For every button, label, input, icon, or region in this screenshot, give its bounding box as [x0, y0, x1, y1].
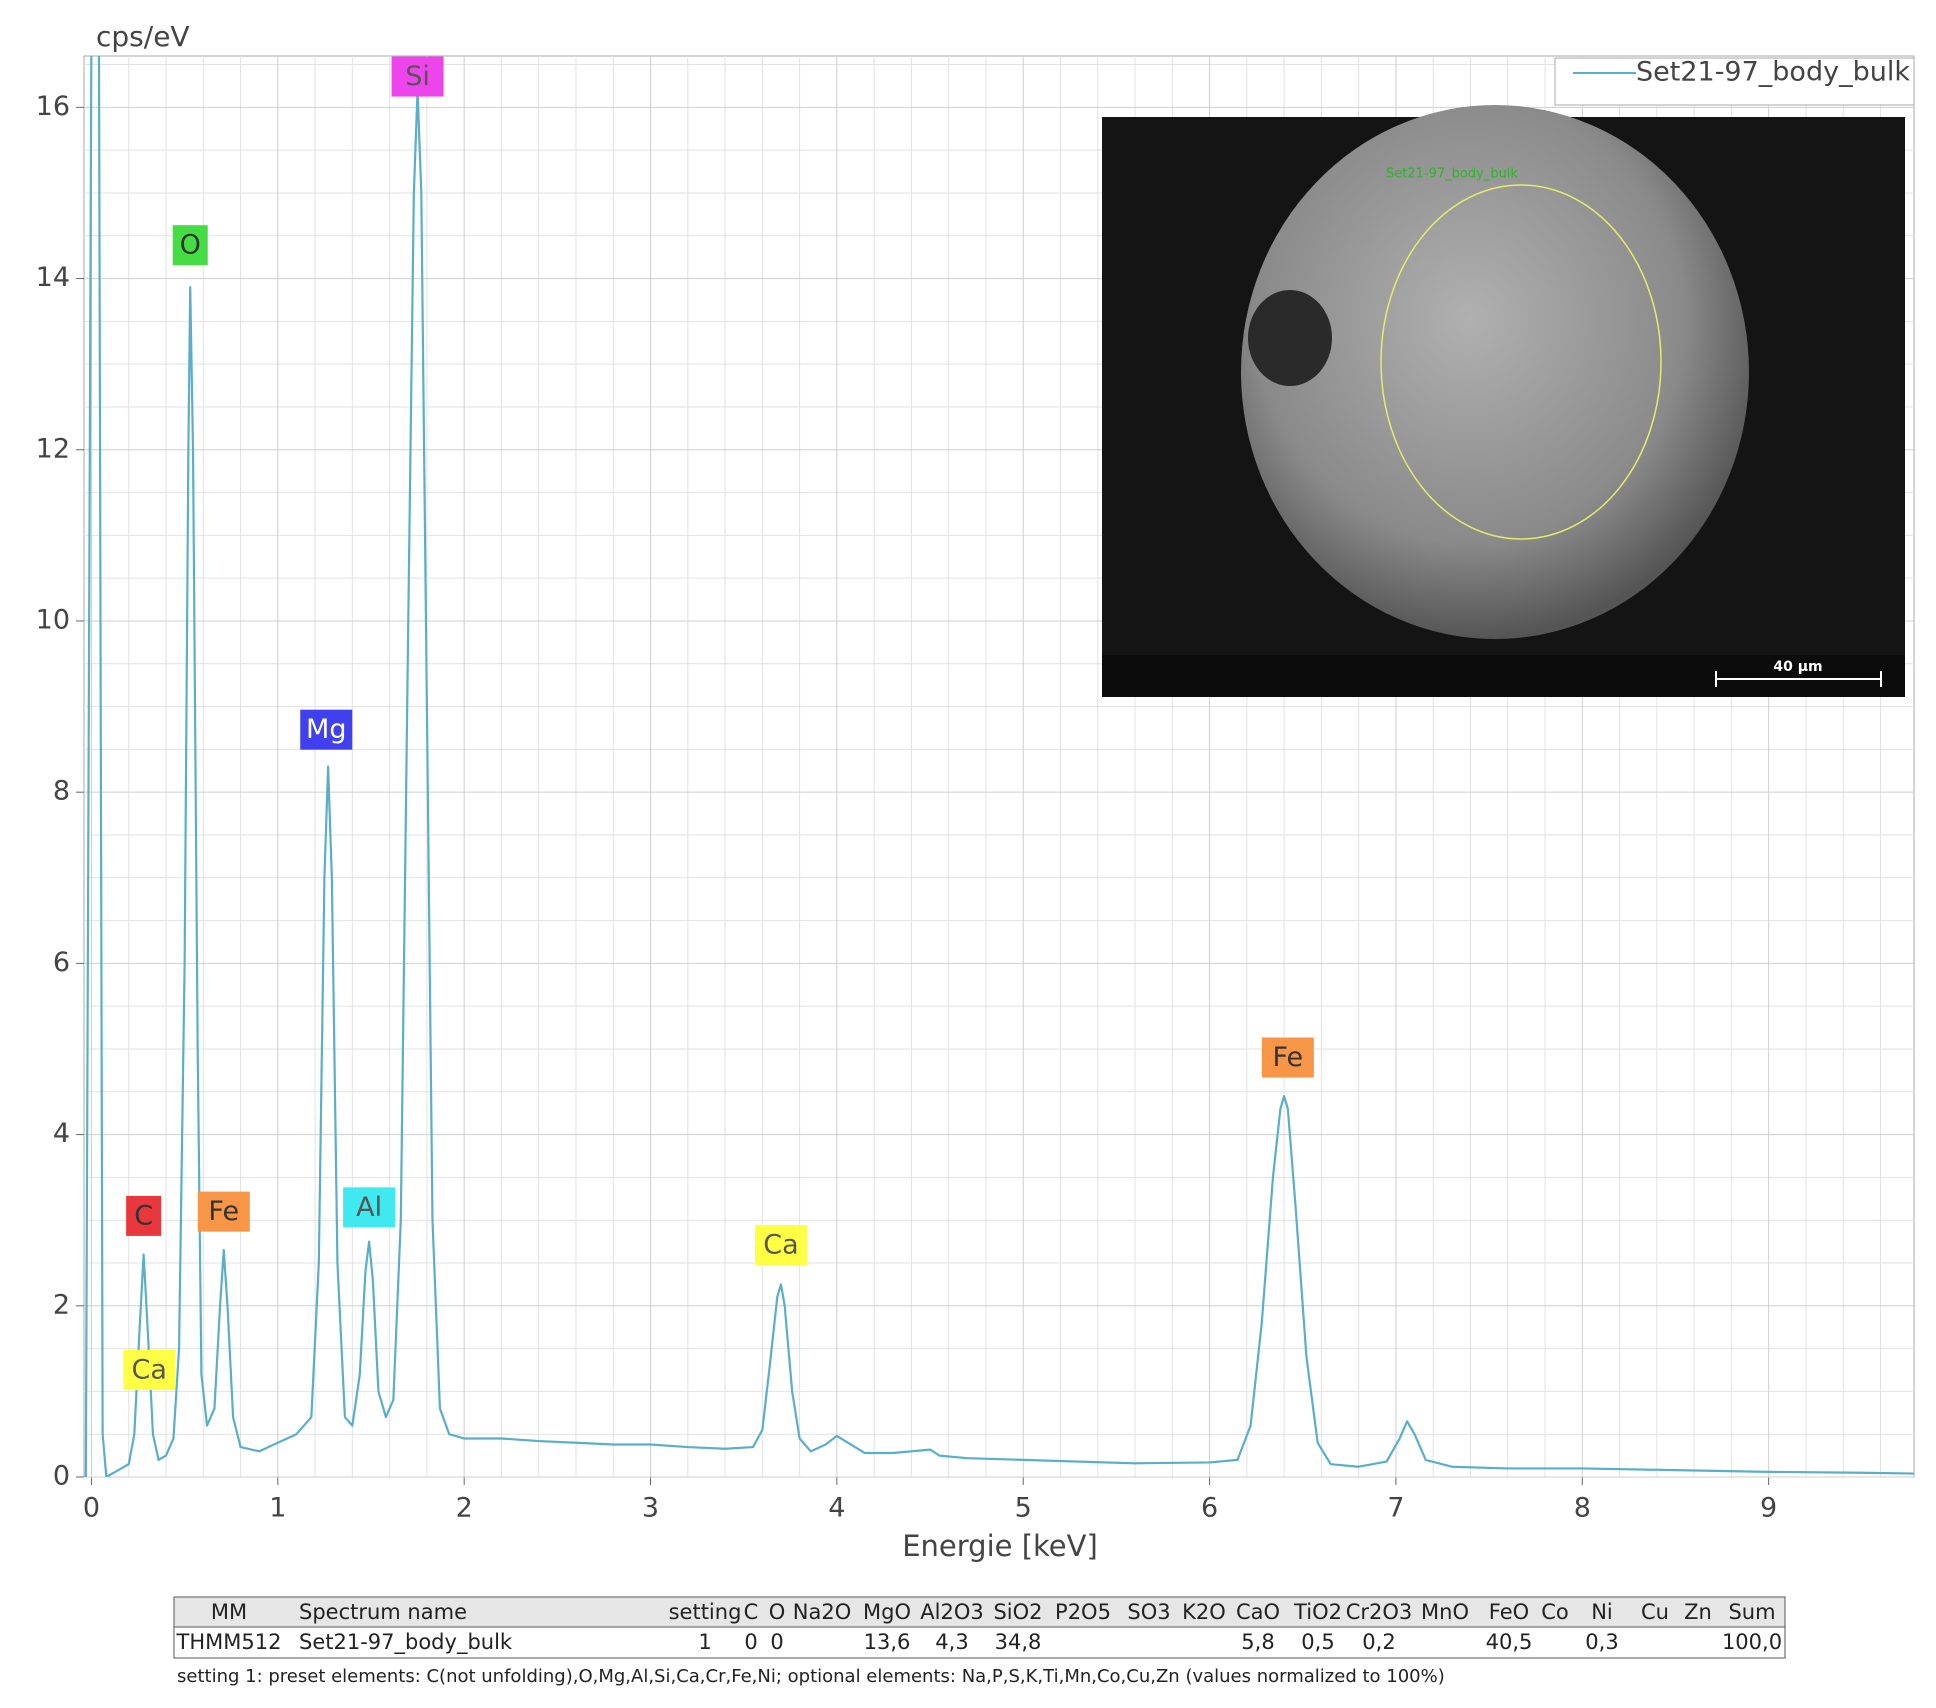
peak-label: O [180, 230, 201, 261]
table-header-cell: Zn [1684, 1600, 1712, 1624]
peak-label: Ca [763, 1230, 798, 1261]
table-cell: 0,5 [1301, 1630, 1334, 1654]
table-header-cell: TiO2 [1293, 1600, 1342, 1624]
table-cell: 34,8 [995, 1630, 1042, 1654]
peak-label-box [172, 225, 208, 266]
peak-label-box [300, 709, 353, 750]
table-cell: 4,3 [935, 1630, 968, 1654]
table-header-cell: Cr2O3 [1346, 1600, 1413, 1624]
table-cell: 0 [770, 1630, 783, 1654]
table-cell: 40,5 [1486, 1630, 1533, 1654]
table-header-cell: C [744, 1600, 759, 1624]
table-cell: 1 [698, 1630, 711, 1654]
peak-label: Mg [306, 714, 346, 745]
peak-label-box [123, 1349, 176, 1390]
x-tick-label: 0 [83, 1493, 100, 1524]
table-header-cell: FeO [1489, 1600, 1529, 1624]
table-header-cell: Al2O3 [920, 1600, 983, 1624]
x-axis-title: Energie [keV] [902, 1529, 1098, 1563]
table-header-cell: SO3 [1127, 1600, 1170, 1624]
peak-label: Al [356, 1192, 382, 1223]
table-header-row [173, 1596, 1786, 1628]
x-tick-label: 9 [1760, 1493, 1777, 1524]
table-cell: 0,2 [1362, 1630, 1395, 1654]
table-header-cell: Co [1541, 1600, 1569, 1624]
table-header-cell: Cu [1641, 1600, 1669, 1624]
table: MM Spectrum name setting C O Na2O MgO Al2O3 SiO2… [173, 1596, 1786, 1659]
x-tick-label: 6 [1201, 1493, 1218, 1524]
table-cell: 5,8 [1241, 1630, 1274, 1654]
table-header-cell: CaO [1236, 1600, 1280, 1624]
y-tick-label: 2 [53, 1289, 70, 1320]
table-row [173, 1626, 1786, 1659]
legend-label: Set21-97_body_bulk [1636, 57, 1910, 88]
table-header-cell: Na2O [793, 1600, 851, 1624]
y-tick-label: 4 [53, 1118, 70, 1149]
inset-info-bar [1102, 655, 1905, 697]
table-header-cell: MM [211, 1600, 247, 1624]
peak-label: Fe [1273, 1042, 1304, 1073]
legend: Set21-97_body_bulk [1554, 57, 1915, 106]
inset-image: 40 µm Set21-97_body_bulk [1102, 105, 1905, 697]
table-header-cell: K2O [1182, 1600, 1226, 1624]
table-header-cell: setting [669, 1600, 742, 1624]
table-cell: Set21-97_body_bulk [299, 1630, 513, 1655]
peak-label-box [1261, 1037, 1314, 1078]
y-axis-title: cps/eV [96, 20, 190, 53]
peak-label-box [754, 1225, 807, 1266]
x-tick-label: 1 [269, 1493, 286, 1524]
table-header-cell: SiO2 [993, 1600, 1042, 1624]
peak-label: Fe [208, 1196, 239, 1227]
table-header-cell: Ni [1591, 1600, 1613, 1624]
x-tick-label: 7 [1387, 1493, 1404, 1524]
y-tick-label: 6 [53, 947, 70, 978]
scale-bar-label: 40 µm [1773, 659, 1822, 675]
table-cell: 13,6 [864, 1630, 911, 1654]
peak-label-box [197, 1191, 250, 1232]
table-header-cell: MgO [863, 1600, 911, 1624]
x-tick-label: 4 [828, 1493, 845, 1524]
x-tick-label: 2 [456, 1493, 473, 1524]
peak-label-box [343, 1187, 396, 1228]
y-tick-label: 12 [36, 433, 70, 464]
table-cell: THMM512 [176, 1630, 282, 1654]
table-cell: 100,0 [1722, 1630, 1782, 1654]
peak-label: C [134, 1200, 153, 1231]
footnote: setting 1: preset elements: C(not unfold… [177, 1666, 1445, 1687]
peak-label: Ca [132, 1354, 167, 1385]
particle-hole [1248, 290, 1332, 386]
x-tick-label: 5 [1015, 1493, 1032, 1524]
analysis-area [1380, 184, 1662, 540]
peak-label-box [126, 1195, 162, 1236]
series [84, 56, 1914, 1477]
table-header-cell: O [769, 1600, 786, 1624]
peak-label: Si [405, 61, 430, 92]
y-tick-label: 8 [53, 776, 70, 807]
peak-label-box [391, 56, 444, 97]
x-tick-label: 3 [642, 1493, 659, 1524]
table-header-cell: P2O5 [1055, 1600, 1111, 1624]
table-cell: 0,3 [1585, 1630, 1618, 1654]
spectrum-line [84, 56, 1914, 1477]
table-header-cell: Spectrum name [299, 1600, 467, 1624]
table-cell: 0 [744, 1630, 757, 1654]
table-header-cell: MnO [1421, 1600, 1469, 1624]
table-header-cell: Sum [1728, 1600, 1775, 1624]
inset-label: Set21-97_body_bulk [1386, 167, 1518, 182]
y-tick-label: 16 [36, 91, 70, 122]
y-tick-label: 10 [36, 604, 70, 635]
legend-box [1554, 57, 1915, 106]
x-tick-label: 8 [1574, 1493, 1591, 1524]
y-tick-label: 0 [53, 1461, 70, 1492]
y-tick-label: 14 [36, 262, 70, 293]
